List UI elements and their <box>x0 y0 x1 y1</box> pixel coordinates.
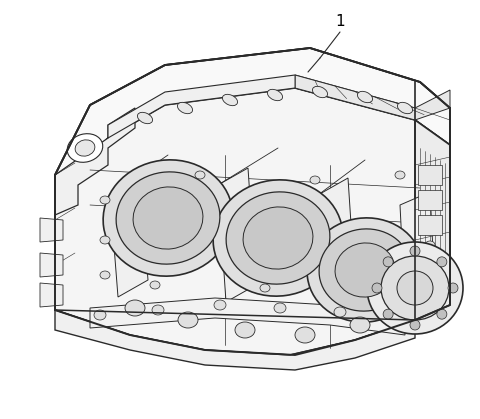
Polygon shape <box>90 298 405 335</box>
Ellipse shape <box>267 89 283 101</box>
Polygon shape <box>418 165 442 185</box>
Polygon shape <box>415 120 450 320</box>
Ellipse shape <box>383 309 393 319</box>
Ellipse shape <box>178 312 198 328</box>
Ellipse shape <box>260 284 270 292</box>
Polygon shape <box>40 253 63 277</box>
Ellipse shape <box>307 218 423 322</box>
Ellipse shape <box>213 180 343 296</box>
Ellipse shape <box>372 283 382 293</box>
Ellipse shape <box>214 300 226 310</box>
Ellipse shape <box>125 300 145 316</box>
Ellipse shape <box>67 134 103 162</box>
Ellipse shape <box>75 140 95 156</box>
Text: 1: 1 <box>335 15 345 29</box>
Ellipse shape <box>274 303 286 313</box>
Ellipse shape <box>100 236 110 244</box>
Polygon shape <box>55 48 450 175</box>
Ellipse shape <box>103 160 233 276</box>
Polygon shape <box>55 88 450 355</box>
Ellipse shape <box>137 112 153 124</box>
Ellipse shape <box>410 320 420 330</box>
Ellipse shape <box>397 271 433 305</box>
Ellipse shape <box>195 171 205 179</box>
Ellipse shape <box>397 102 412 114</box>
Ellipse shape <box>152 305 164 315</box>
Ellipse shape <box>150 281 160 289</box>
Ellipse shape <box>312 86 327 98</box>
Polygon shape <box>418 215 442 235</box>
Ellipse shape <box>350 317 370 333</box>
Ellipse shape <box>295 327 315 343</box>
Polygon shape <box>318 178 355 302</box>
Ellipse shape <box>367 242 463 334</box>
Ellipse shape <box>389 313 401 323</box>
Polygon shape <box>55 310 415 370</box>
Ellipse shape <box>226 192 330 284</box>
Ellipse shape <box>235 322 255 338</box>
Ellipse shape <box>425 241 435 249</box>
Polygon shape <box>295 75 450 120</box>
Ellipse shape <box>319 229 411 311</box>
Ellipse shape <box>437 257 447 267</box>
Ellipse shape <box>243 207 313 269</box>
Ellipse shape <box>381 256 449 320</box>
Ellipse shape <box>395 171 405 179</box>
Polygon shape <box>218 168 256 302</box>
Ellipse shape <box>334 307 346 317</box>
Ellipse shape <box>430 261 440 269</box>
Ellipse shape <box>222 94 238 106</box>
Polygon shape <box>418 190 442 210</box>
Polygon shape <box>400 192 435 305</box>
Ellipse shape <box>178 102 192 114</box>
Ellipse shape <box>448 283 458 293</box>
Ellipse shape <box>116 172 220 264</box>
Ellipse shape <box>437 309 447 319</box>
Ellipse shape <box>358 91 372 103</box>
Ellipse shape <box>433 281 443 289</box>
Ellipse shape <box>94 310 106 320</box>
Polygon shape <box>40 218 63 242</box>
Polygon shape <box>55 108 135 215</box>
Ellipse shape <box>100 271 110 279</box>
Ellipse shape <box>100 196 110 204</box>
Polygon shape <box>110 178 148 297</box>
Ellipse shape <box>355 288 365 296</box>
Polygon shape <box>108 75 415 138</box>
Polygon shape <box>40 283 63 307</box>
Ellipse shape <box>335 243 395 297</box>
Ellipse shape <box>133 187 203 249</box>
Ellipse shape <box>310 176 320 184</box>
Ellipse shape <box>383 257 393 267</box>
Ellipse shape <box>410 246 420 256</box>
